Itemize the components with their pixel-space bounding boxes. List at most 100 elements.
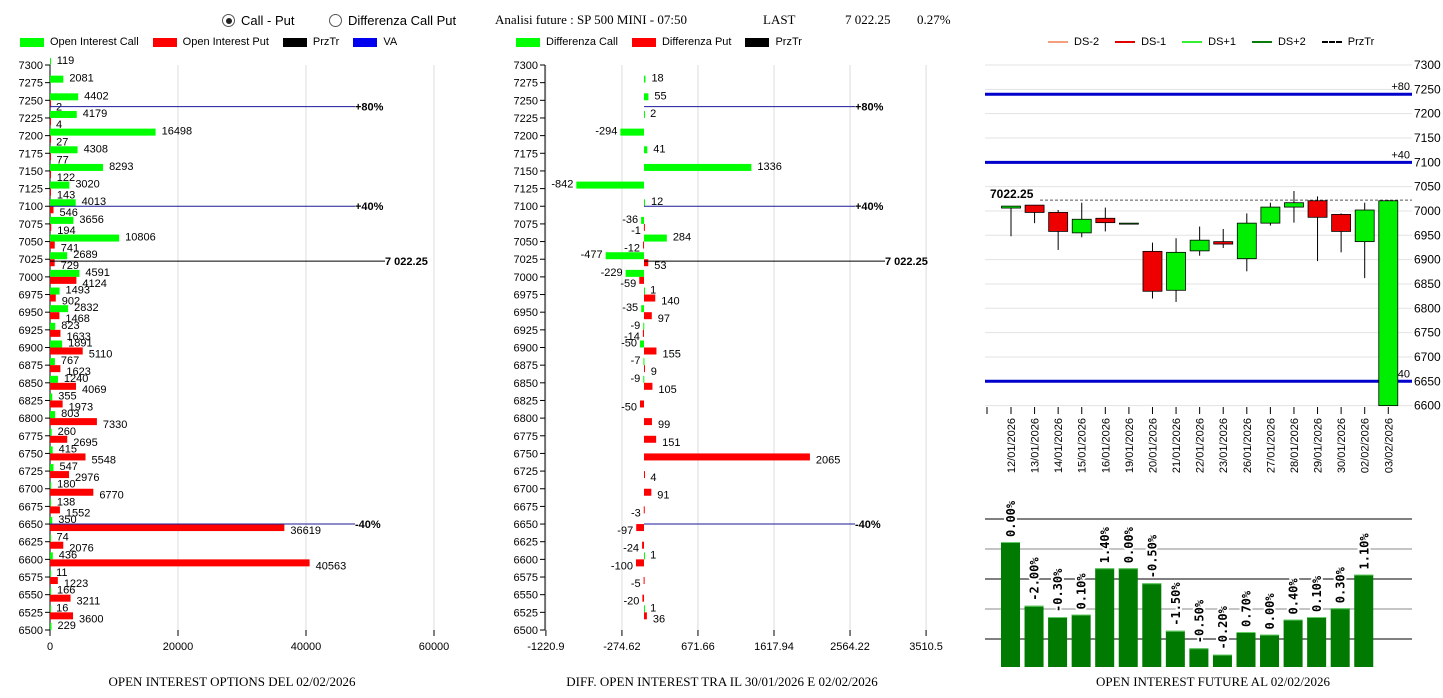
radio-unselected-icon[interactable] (329, 14, 342, 27)
put-bar (636, 524, 644, 532)
put-value-label: -5 (631, 578, 641, 590)
call-bar (605, 252, 644, 260)
y-tick-label: 6800 (19, 413, 43, 425)
put-bar (644, 312, 652, 320)
put-value-label: 99 (658, 419, 670, 431)
put-value-label: 5548 (92, 454, 116, 466)
call-bar (50, 322, 56, 330)
put-value-label: 9 (651, 366, 657, 378)
put-bar (50, 223, 52, 231)
put-bar (639, 276, 644, 284)
future-oi-bar (1095, 568, 1115, 667)
candle-down (1213, 241, 1234, 245)
call-value-label: 2 (650, 108, 656, 120)
candle-up (1001, 205, 1021, 209)
put-bar (50, 453, 86, 461)
future-oi-bar (1118, 568, 1138, 667)
change-percent: 0.27% (917, 12, 951, 27)
legend-label: Open Interest Call (50, 36, 139, 48)
y-tick-label: 6975 (19, 290, 43, 302)
call-bar (50, 93, 79, 101)
y-tick-label: 7250 (514, 95, 538, 107)
call-bar (50, 587, 52, 595)
future-oi-bar (1260, 634, 1280, 667)
y-tick-label: 6500 (514, 625, 538, 637)
percent-change-label: 1.40% (1098, 526, 1112, 563)
candle-up (1236, 222, 1257, 260)
call-value-label: 4402 (84, 90, 108, 102)
radio-selected-icon[interactable] (222, 14, 235, 27)
va-level-label: +80 (1391, 81, 1410, 93)
call-bar (644, 75, 646, 83)
przTr-label: 7 022.25 (385, 256, 428, 268)
y-tick-label: 7075 (514, 219, 538, 231)
legend-label: VA (383, 36, 398, 48)
y-tick-label: 6525 (514, 607, 538, 619)
left-legend: Open Interest Call Open Interest Put Prz… (20, 36, 411, 48)
y-tick-label: 6725 (514, 466, 538, 478)
put-bar (50, 117, 51, 125)
put-bar (50, 135, 51, 143)
legend-swatch-przTr (745, 37, 770, 47)
candle-up (1189, 239, 1210, 252)
put-value-label: 1552 (66, 507, 90, 519)
percent-change-label: 0.00% (1122, 526, 1136, 563)
call-value-label: 16 (56, 602, 68, 614)
call-value-label: 166 (57, 585, 75, 597)
legend-swatch-va (353, 37, 378, 47)
percent-change-label: -2.00% (1028, 557, 1042, 601)
x-tick-label: 3510.5 (909, 641, 943, 653)
put-bar (50, 577, 58, 585)
y-tick-label: 6675 (514, 501, 538, 513)
y-tick-label: 7300 (19, 60, 43, 72)
call-bar (50, 464, 54, 472)
call-value-label: 41 (653, 143, 665, 155)
date-label: 12/01/2026 (1006, 418, 1018, 473)
call-value-label: 4013 (82, 196, 106, 208)
put-value-label: -3 (631, 507, 641, 519)
y-tick-label: 6775 (514, 431, 538, 443)
y-tick-label: 6875 (19, 360, 43, 372)
date-label: 03/02/2026 (1383, 418, 1395, 473)
y-tick-label: 7025 (514, 254, 538, 266)
call-value-label: -842 (551, 179, 573, 191)
y-tick-label: 7250 (19, 95, 43, 107)
radio-call-put[interactable]: Call - Put (222, 13, 294, 28)
call-bar (50, 499, 51, 507)
y-tick-label: 6500 (19, 625, 43, 637)
candle-up (1071, 218, 1092, 234)
put-value-label: 7330 (103, 419, 127, 431)
put-bar (50, 559, 310, 567)
put-value-label: -1 (631, 225, 641, 237)
call-bar (50, 428, 52, 436)
call-bar (50, 340, 63, 348)
call-value-label: -9 (630, 373, 640, 385)
call-bar (50, 199, 76, 207)
y-tick-label: 6650 (1414, 374, 1441, 388)
date-label: 19/01/2026 (1124, 418, 1136, 473)
y-tick-label: 7100 (1414, 155, 1441, 169)
date-label: 15/01/2026 (1077, 418, 1089, 473)
y-tick-label: 7000 (1414, 204, 1441, 218)
y-tick-label: 6675 (19, 501, 43, 513)
put-value-label: 91 (657, 490, 669, 502)
legend-line-przTr (1321, 41, 1342, 43)
future-oi-bar (1071, 614, 1091, 667)
y-tick-label: 7000 (514, 272, 538, 284)
y-tick-label: 6975 (514, 290, 538, 302)
future-oi-bar (1236, 632, 1256, 667)
legend-label: PrzTr (312, 36, 340, 48)
put-bar (644, 347, 657, 355)
put-bar (50, 241, 55, 249)
y-tick-label: 7150 (19, 166, 43, 178)
put-value-label: 1973 (69, 401, 93, 413)
va-level-label: +80% (855, 102, 884, 114)
call-value-label: 2832 (74, 302, 98, 314)
y-tick-label: 7200 (514, 131, 538, 143)
radio-label: Call - Put (241, 13, 295, 28)
call-bar (644, 110, 645, 118)
candle-legend: DS-2 DS-1 DS+1 DS+2 PrzTr (1048, 36, 1390, 48)
radio-differenza-call-put[interactable]: Differenza Call Put (329, 13, 456, 28)
y-tick-label: 6850 (19, 378, 43, 390)
y-tick-label: 6750 (19, 448, 43, 460)
